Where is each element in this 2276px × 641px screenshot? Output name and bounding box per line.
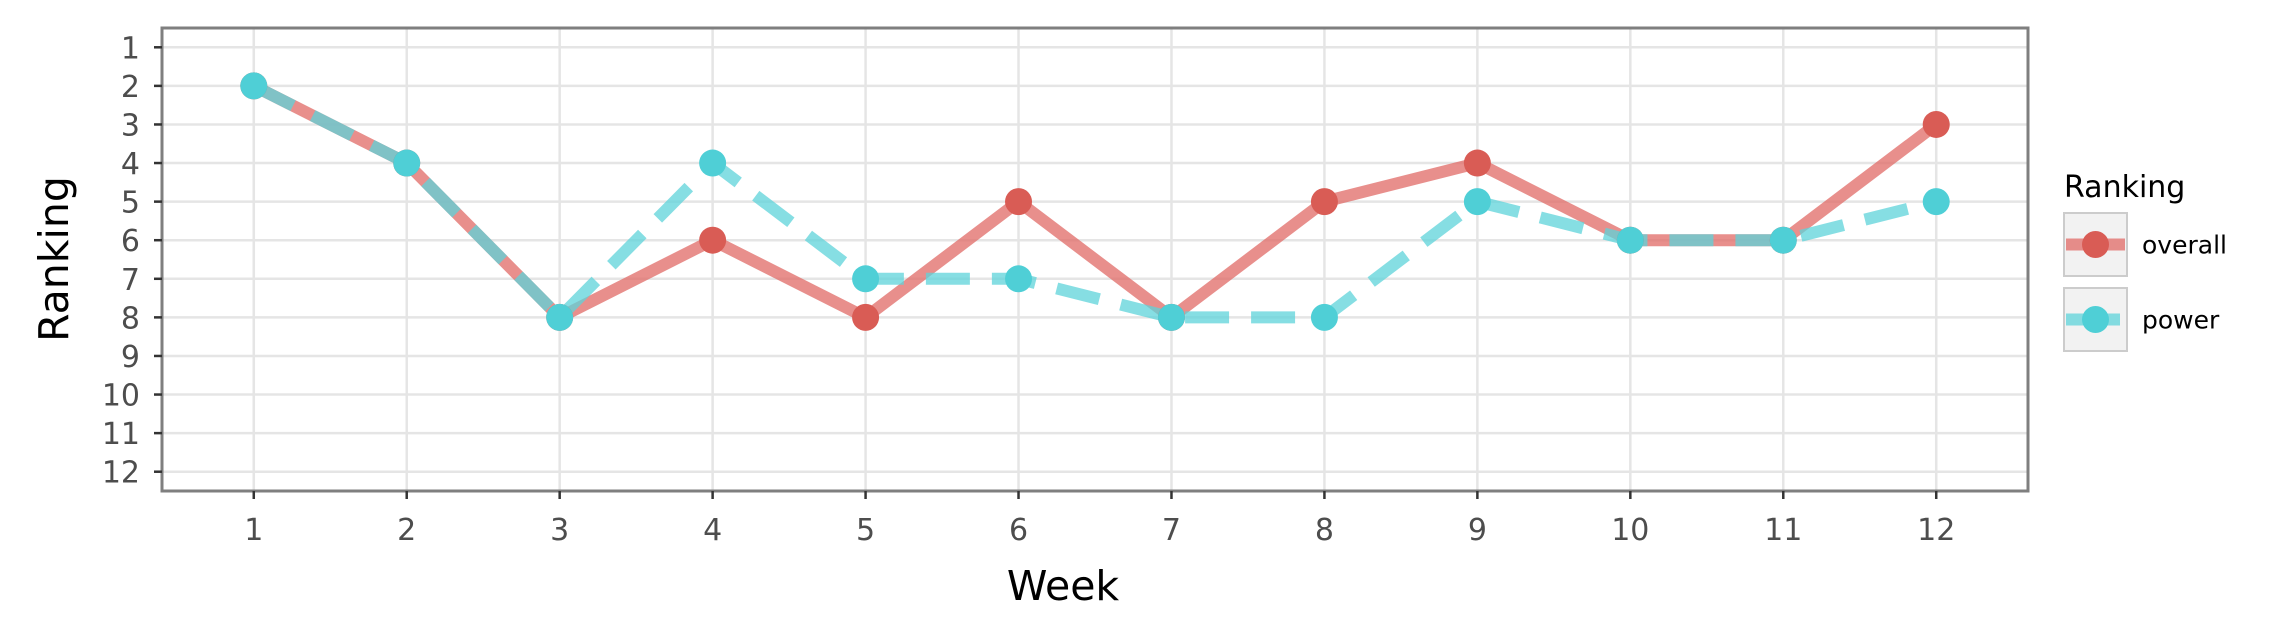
y-tick-label: 3 (121, 108, 140, 143)
data-point-power (1310, 303, 1338, 331)
x-tick-label: 10 (1611, 513, 1649, 548)
legend-key-point-power (2082, 306, 2109, 333)
data-point-overall (1310, 188, 1338, 216)
y-tick-label: 9 (121, 340, 140, 375)
y-tick-label: 5 (121, 186, 140, 221)
x-tick-label: 1 (244, 513, 263, 548)
data-point-power (1616, 226, 1644, 254)
x-tick-label: 3 (550, 513, 569, 548)
data-point-power (1005, 265, 1033, 293)
series-line-power (251, 80, 1938, 324)
data-point-power (1922, 188, 1950, 216)
series-layer (240, 72, 1950, 331)
x-tick-label: 6 (1009, 513, 1028, 548)
data-point-power (240, 72, 268, 100)
data-point-overall (1922, 110, 1950, 138)
y-tick-label: 6 (121, 224, 140, 259)
x-axis: 1 2 3 4 5 6 7 8 9 10 11 12 (244, 491, 1955, 548)
x-tick-label: 8 (1315, 513, 1334, 548)
legend-key-point-overall (2082, 231, 2109, 258)
y-tick-label: 11 (102, 417, 140, 452)
grid-lines (162, 28, 2028, 491)
x-tick-label: 4 (703, 513, 722, 548)
x-axis-title: Week (1007, 562, 1120, 610)
legend-label-overall: overall (2142, 231, 2227, 260)
data-point-power (699, 149, 727, 177)
y-tick-label: 1 (121, 31, 140, 66)
data-point-overall (1005, 188, 1033, 216)
data-point-power (1463, 188, 1491, 216)
y-axis-title: Ranking (30, 176, 78, 342)
data-point-power (1157, 303, 1185, 331)
x-tick-label: 7 (1162, 513, 1181, 548)
x-tick-label: 12 (1917, 513, 1955, 548)
x-tick-label: 2 (397, 513, 416, 548)
y-tick-label: 8 (121, 301, 140, 336)
x-tick-label: 11 (1764, 513, 1802, 548)
y-tick-label: 12 (102, 456, 140, 491)
y-tick-label: 4 (121, 147, 140, 182)
y-tick-label: 10 (102, 379, 140, 414)
data-point-power (1769, 226, 1797, 254)
data-point-power (546, 303, 574, 331)
x-tick-label: 5 (856, 513, 875, 548)
x-tick-label: 9 (1468, 513, 1487, 548)
data-point-overall (1463, 149, 1491, 177)
data-point-power (393, 149, 421, 177)
y-tick-label: 2 (121, 70, 140, 105)
legend: Ranking overall power (2063, 170, 2227, 352)
legend-title: Ranking (2064, 170, 2185, 205)
y-tick-label: 7 (121, 263, 140, 298)
data-point-overall (699, 226, 727, 254)
data-point-overall (852, 303, 880, 331)
legend-label-power: power (2142, 306, 2220, 335)
data-point-power (852, 265, 880, 293)
plot-border (160, 26, 2030, 493)
